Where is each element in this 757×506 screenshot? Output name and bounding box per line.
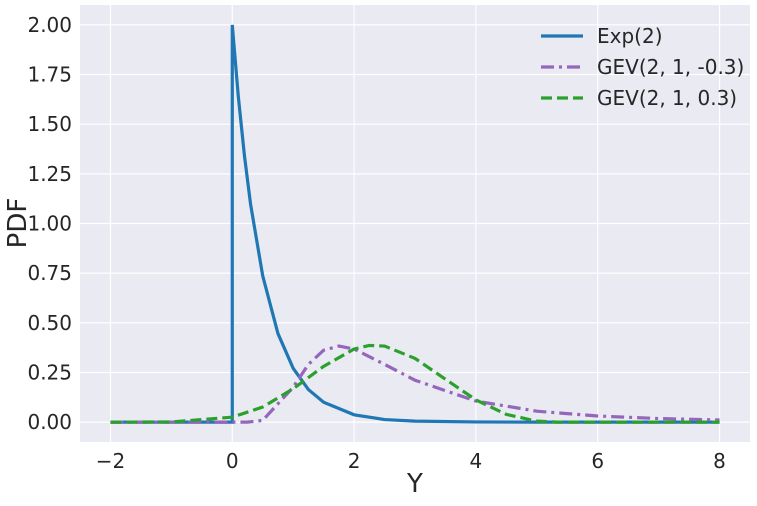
- x-tick-label: 8: [713, 449, 726, 473]
- x-axis-label: Y: [406, 469, 423, 499]
- legend-label: Exp(2): [597, 24, 663, 48]
- y-tick-label: 1.25: [27, 162, 72, 186]
- line: [110, 344, 720, 424]
- y-tick-label: 2.00: [27, 13, 72, 37]
- x-tick-label: 0: [226, 449, 239, 473]
- y-axis-label: PDF: [3, 198, 33, 249]
- y-tick-label: 0.75: [27, 261, 72, 285]
- line: [110, 24, 720, 424]
- y-tick-label: 1.00: [27, 212, 72, 236]
- x-tick-label: −2: [96, 449, 125, 473]
- x-tick-label: 2: [348, 449, 361, 473]
- legend-label: GEV(2, 1, 0.3): [597, 86, 737, 110]
- y-tick-label: 0.00: [27, 410, 72, 434]
- x-tick-label: 6: [591, 449, 604, 473]
- line: [110, 343, 720, 424]
- y-tick-label: 0.25: [27, 360, 72, 384]
- x-tick-label: 4: [470, 449, 483, 473]
- legend-label: GEV(2, 1, -0.3): [597, 55, 744, 79]
- y-tick-label: 1.75: [27, 63, 72, 87]
- y-tick-label: 1.50: [27, 112, 72, 136]
- y-tick-label: 0.50: [27, 311, 72, 335]
